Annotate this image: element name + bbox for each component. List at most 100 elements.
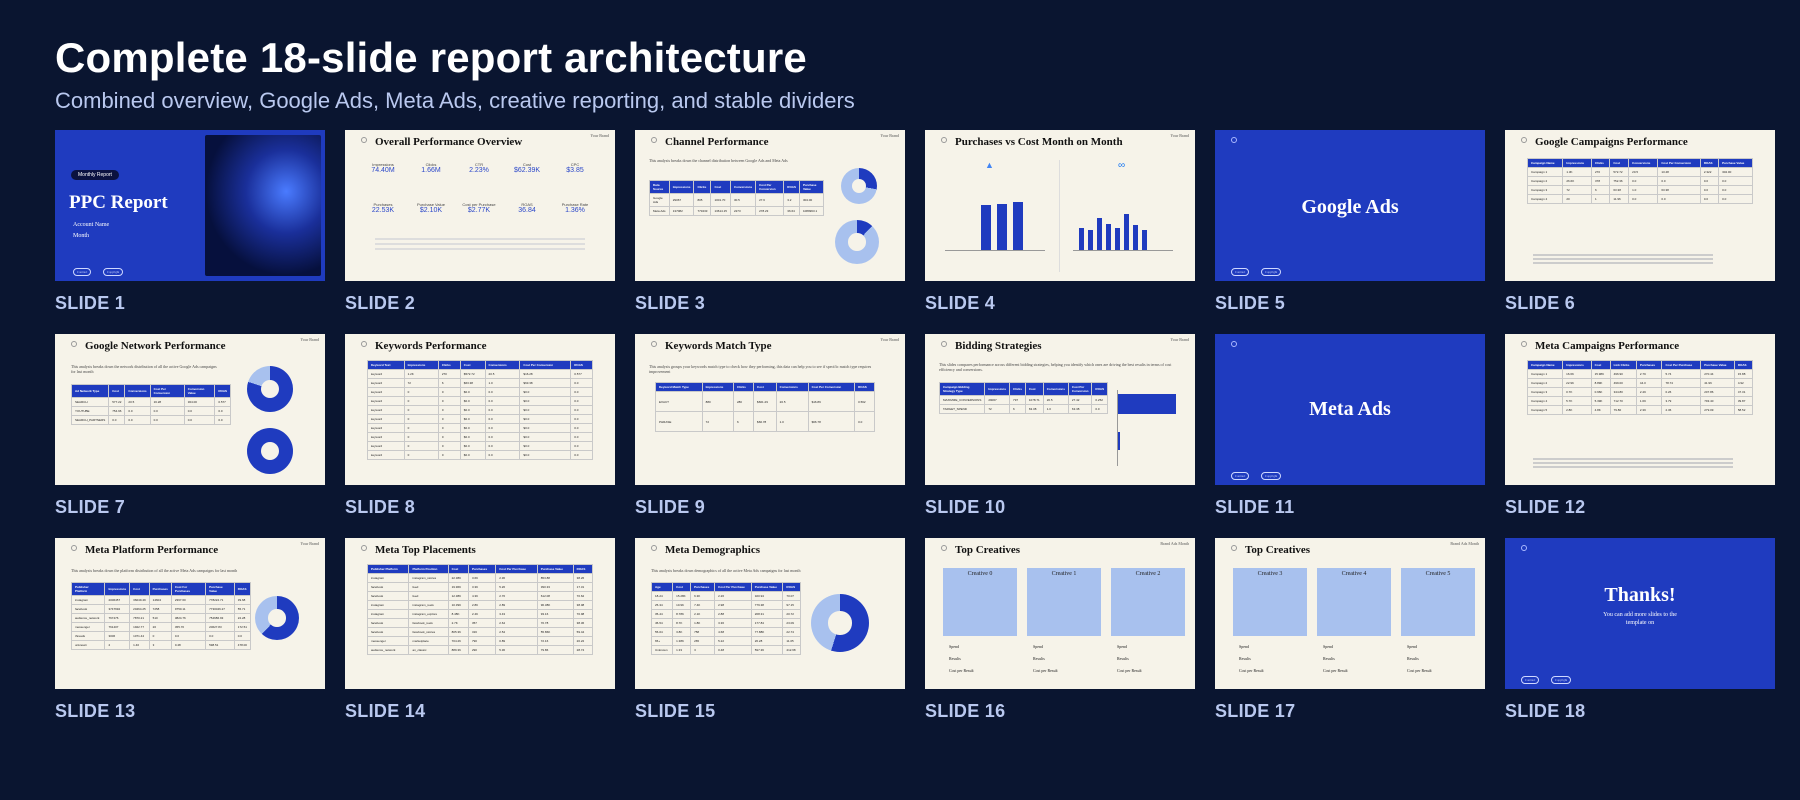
logo-icon	[651, 137, 657, 143]
slide-title: Overall Performance Overview	[375, 136, 523, 148]
slide-tag: Brand Ads Month	[1450, 541, 1479, 546]
slide-thumbnail[interactable]: Purchases vs Cost Month on Month Your Br…	[925, 130, 1195, 281]
slide-5[interactable]: Google Ads Contract Copyright SLIDE 5	[1215, 130, 1485, 334]
logo-icon	[1521, 137, 1527, 143]
slide-title: Channel Performance	[665, 136, 769, 148]
slide-thumbnail[interactable]: Keywords Match Type Your Brand This anal…	[635, 334, 905, 485]
slide-control: Contract	[73, 268, 92, 276]
pie-chart	[255, 596, 299, 640]
slide-caption: SLIDE 9	[635, 497, 706, 517]
slide-caption: SLIDE 4	[925, 293, 996, 313]
slide-15[interactable]: Meta Demographics This analysis breaks d…	[635, 538, 905, 742]
slide-18[interactable]: Thanks! You can add more slides to the t…	[1505, 538, 1775, 742]
slide-thumbnail[interactable]: Meta Demographics This analysis breaks d…	[635, 538, 905, 689]
slide-tag: Your Brand	[1170, 133, 1189, 138]
placements-table: Publisher Platform Platform Position Cost P…	[366, 564, 594, 655]
slide-caption: SLIDE 7	[55, 497, 126, 517]
logo-icon	[1521, 545, 1527, 551]
pie-chart	[247, 366, 293, 412]
slide-16[interactable]: Top Creatives Brand Ads Month Creative 0…	[925, 538, 1195, 742]
slide-thumbnail[interactable]: Meta Platform Performance Your Brand Thi…	[55, 538, 325, 689]
metric-label: Results	[949, 656, 961, 661]
logo-icon	[651, 545, 657, 551]
creative-card: Creative 5	[1401, 568, 1475, 636]
slide-title: Google Campaigns Performance	[1535, 136, 1688, 148]
slide-caption: SLIDE 1	[55, 293, 126, 313]
slide-thumbnail[interactable]: Meta Top Placements Publisher Platform Pl…	[345, 538, 615, 689]
slide-thumbnail[interactable]: Top Creatives Brand Ads Month Creative 0…	[925, 538, 1195, 689]
metric-label: Cost per Result	[949, 668, 974, 673]
logo-icon	[361, 341, 367, 347]
metric-label: Cost per Result	[1323, 668, 1348, 673]
slide-1[interactable]: Monthly Report PPC Report Account Name M…	[55, 130, 325, 334]
slide-12[interactable]: Meta Campaigns Performance Campaign Name…	[1505, 334, 1775, 538]
match-type-table: Keyword Match Type Impressions Clicks Cost C…	[655, 382, 875, 432]
metric-label: Cost per Result	[1239, 668, 1264, 673]
slide-4[interactable]: Purchases vs Cost Month on Month Your Br…	[925, 130, 1195, 334]
slide-thumbnail[interactable]: Monthly Report PPC Report Account Name M…	[55, 130, 325, 281]
chart-bar	[981, 205, 991, 250]
kpi: Cost $62.39K	[513, 162, 541, 174]
kpi: Impressions 74.40M	[371, 162, 395, 174]
logo-icon	[941, 341, 947, 347]
chart-bar	[1118, 394, 1176, 414]
slide-3[interactable]: Channel Performance Your Brand This anal…	[635, 130, 905, 334]
chart-bar	[1133, 225, 1138, 250]
metric-label: Spend	[1323, 644, 1333, 649]
pie-chart	[247, 428, 293, 474]
logo-icon	[1231, 341, 1237, 347]
logo-icon	[941, 545, 947, 551]
slide-thumbnail[interactable]: Bidding Strategies Your Brand This slide…	[925, 334, 1195, 485]
slide-thumbnail[interactable]: Keywords Performance Keyword Text Impress…	[345, 334, 615, 485]
creative-card: Creative 0	[943, 568, 1017, 636]
kpi: Purchases 22.53K	[371, 202, 395, 214]
slide-thumbnail[interactable]: Meta Ads Contract Copyright	[1215, 334, 1485, 485]
slide-caption: SLIDE 13	[55, 701, 136, 721]
slide-thumbnail[interactable]: Channel Performance Your Brand This anal…	[635, 130, 905, 281]
slide-control: Contract	[1231, 472, 1250, 480]
slide-thumbnail[interactable]: Google Network Performance Your Brand Th…	[55, 334, 325, 485]
metric-label: Cost per Result	[1407, 668, 1432, 673]
slide-6[interactable]: Google Campaigns Performance Campaign Na…	[1505, 130, 1775, 334]
slide-13[interactable]: Meta Platform Performance Your Brand Thi…	[55, 538, 325, 742]
slide-grid: Monthly Report PPC Report Account Name M…	[55, 130, 1775, 742]
slide-7[interactable]: Google Network Performance Your Brand Th…	[55, 334, 325, 538]
metric-label: Cost per Result	[1033, 668, 1058, 673]
network-table: Ad Network Type Cost Conversions Cost Per C…	[70, 384, 231, 425]
slide-thumbnail[interactable]: Google Ads Contract Copyright	[1215, 130, 1485, 281]
pie-chart	[811, 594, 869, 652]
report-badge: Monthly Report	[71, 170, 119, 180]
slide-thumbnail[interactable]: Google Campaigns Performance Campaign Na…	[1505, 130, 1775, 281]
slide-thumbnail[interactable]: Meta Campaigns Performance Campaign Name…	[1505, 334, 1775, 485]
slide-title: Bidding Strategies	[955, 340, 1042, 352]
chart-bar	[1079, 228, 1084, 250]
kpi: ROAS 36.84	[518, 202, 536, 214]
slide-description: This analysis breaks down the channel di…	[649, 158, 788, 163]
chart-bar	[1097, 218, 1102, 250]
google-ads-icon: ▲	[985, 160, 994, 170]
slide-thumbnail[interactable]: Thanks! You can add more slides to the t…	[1505, 538, 1775, 689]
logo-icon	[1521, 341, 1527, 347]
slide-tag: Your Brand	[300, 337, 319, 342]
slide-2[interactable]: Overall Performance Overview Your Brand …	[345, 130, 615, 334]
slide-11[interactable]: Meta Ads Contract Copyright SLIDE 11	[1215, 334, 1485, 538]
campaign-table: Campaign Name Impressions Clicks Cost Conver…	[1526, 158, 1753, 204]
slide-tag: Your Brand	[880, 337, 899, 342]
slide-thumbnail[interactable]: Top Creatives Brand Ads Month Creative 3…	[1215, 538, 1485, 689]
pie-chart	[835, 220, 879, 264]
slide-17[interactable]: Top Creatives Brand Ads Month Creative 3…	[1215, 538, 1485, 742]
slide-caption: SLIDE 14	[345, 701, 426, 721]
slide-caption: SLIDE 12	[1505, 497, 1586, 517]
notes-lines	[1533, 254, 1713, 256]
notes-lines	[375, 238, 585, 240]
slide-8[interactable]: Keywords Performance Keyword Text Impress…	[345, 334, 615, 538]
slide-description: This analysis breaks down the network di…	[71, 364, 217, 375]
slide-control: Copyright	[103, 268, 124, 276]
slide-thumbnail[interactable]: Overall Performance Overview Your Brand …	[345, 130, 615, 281]
cover-image	[205, 135, 321, 276]
keywords-table: Keyword Text Impressions Clicks Cost Convers…	[367, 360, 593, 460]
slide-9[interactable]: Keywords Match Type Your Brand This anal…	[635, 334, 905, 538]
slide-description: This analysis breaks down the platform d…	[71, 568, 238, 573]
slide-14[interactable]: Meta Top Placements Publisher Platform Pl…	[345, 538, 615, 742]
slide-10[interactable]: Bidding Strategies Your Brand This slide…	[925, 334, 1195, 538]
